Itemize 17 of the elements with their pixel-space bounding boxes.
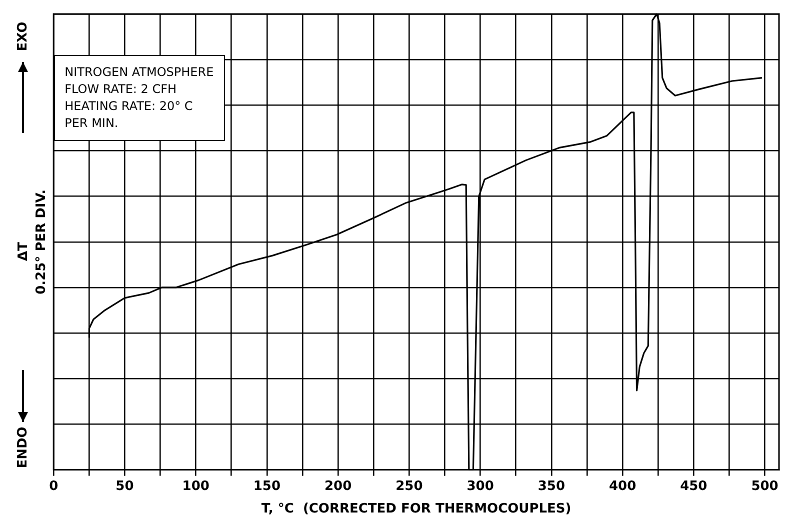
text: EXO	[15, 21, 30, 51]
annotation: NITROGEN ATMOSPHERE FLOW RATE: 2 CFH HEATING RATE: 20° C PER MIN.	[54, 55, 225, 142]
text: ΔT	[15, 242, 30, 260]
x-tick-label: 200	[324, 478, 352, 494]
x-tick-label: 250	[396, 478, 423, 494]
x-tick-label: 300	[466, 478, 494, 494]
x-tick-label: 400	[608, 478, 636, 494]
x-tick-label: 50	[116, 478, 134, 494]
y-axis-title: 0.25° PER DIV.	[34, 189, 50, 294]
x-tick-label: 450	[680, 478, 708, 494]
x-tick-label: 350	[538, 478, 565, 494]
x-tick-label: 0	[49, 478, 58, 494]
x-tick-label: 100	[182, 478, 210, 494]
x-tick-label: 500	[751, 478, 778, 494]
text: ENDO	[15, 426, 30, 469]
x-axis-title: T, °C (CORRECTED FOR THERMOCOUPLES)	[261, 502, 572, 517]
x-tick-label: 150	[253, 478, 281, 494]
